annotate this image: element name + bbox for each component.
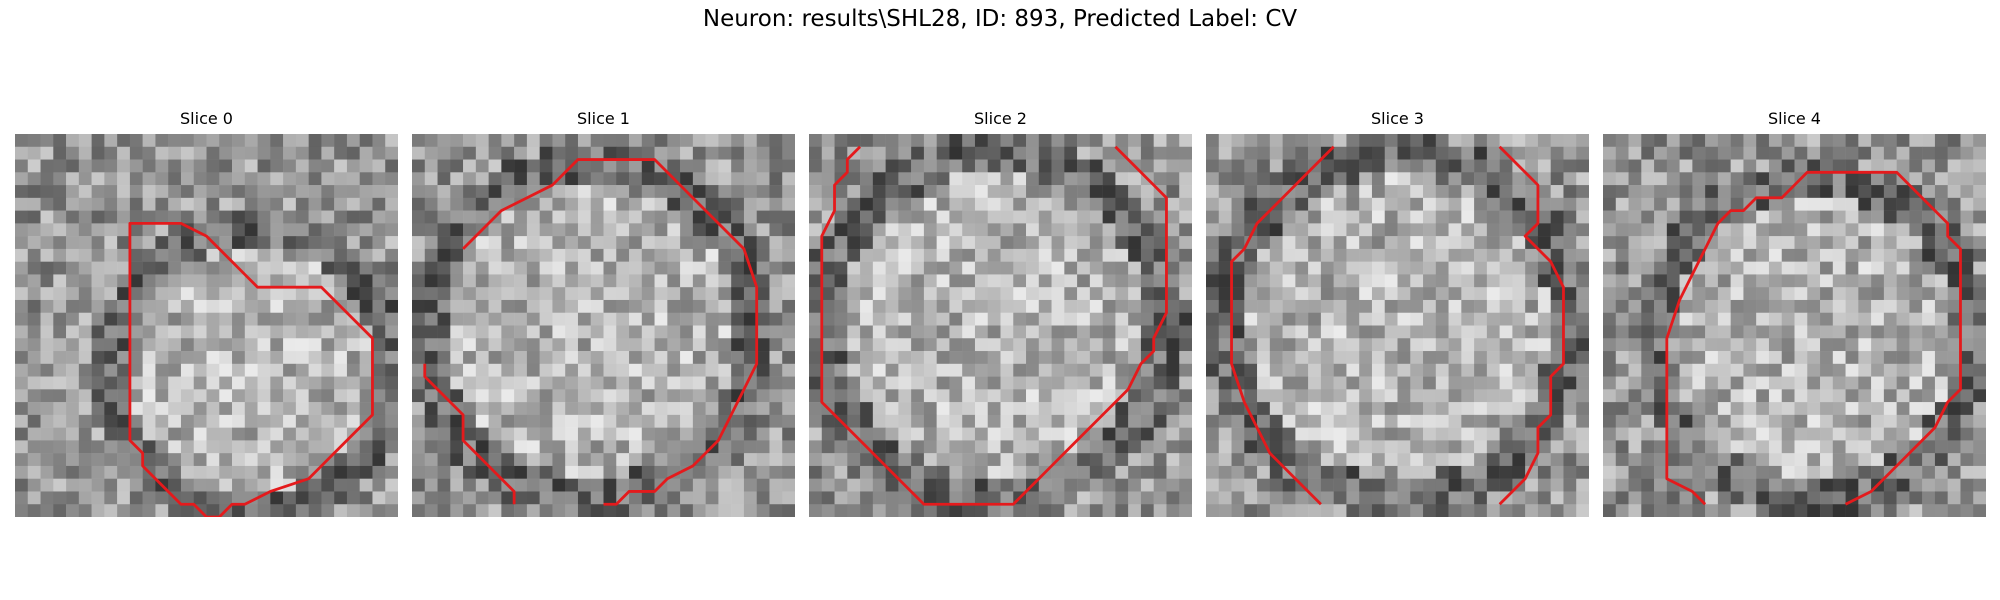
contour-line-segment [423, 363, 516, 505]
slice-image-2 [809, 134, 1192, 517]
pixel-grid [15, 134, 398, 517]
pixel-grid [1206, 134, 1589, 517]
slice-panel-0: Slice 0 [15, 108, 398, 517]
contour-line [128, 221, 374, 517]
slice-title-3: Slice 3 [1371, 109, 1424, 128]
contour-line-segment [1498, 145, 1565, 506]
contour-line [820, 145, 1168, 506]
slice-image-3 [1206, 134, 1589, 517]
slice-image-0 [15, 134, 398, 517]
slice-panel-4: Slice 4 [1603, 108, 1986, 517]
slice-image-1 [412, 134, 795, 517]
slice-panel-2: Slice 2 [809, 108, 1192, 517]
contour-line [1665, 170, 1962, 506]
pixel-grid [809, 134, 1192, 517]
contour-line [1230, 145, 1335, 506]
figure-title: Neuron: results\SHL28, ID: 893, Predicte… [702, 6, 1298, 32]
slice-panel-3: Slice 3 [1206, 108, 1589, 517]
slice-title-4: Slice 4 [1768, 109, 1821, 128]
pixel-grid [1603, 134, 1986, 517]
contour-line [462, 158, 759, 506]
slice-title-1: Slice 1 [577, 109, 630, 128]
slice-image-4 [1603, 134, 1986, 517]
slice-title-2: Slice 2 [974, 109, 1027, 128]
pixel-grid [412, 134, 795, 517]
slice-title-0: Slice 0 [180, 109, 233, 128]
slice-panel-1: Slice 1 [412, 108, 795, 517]
